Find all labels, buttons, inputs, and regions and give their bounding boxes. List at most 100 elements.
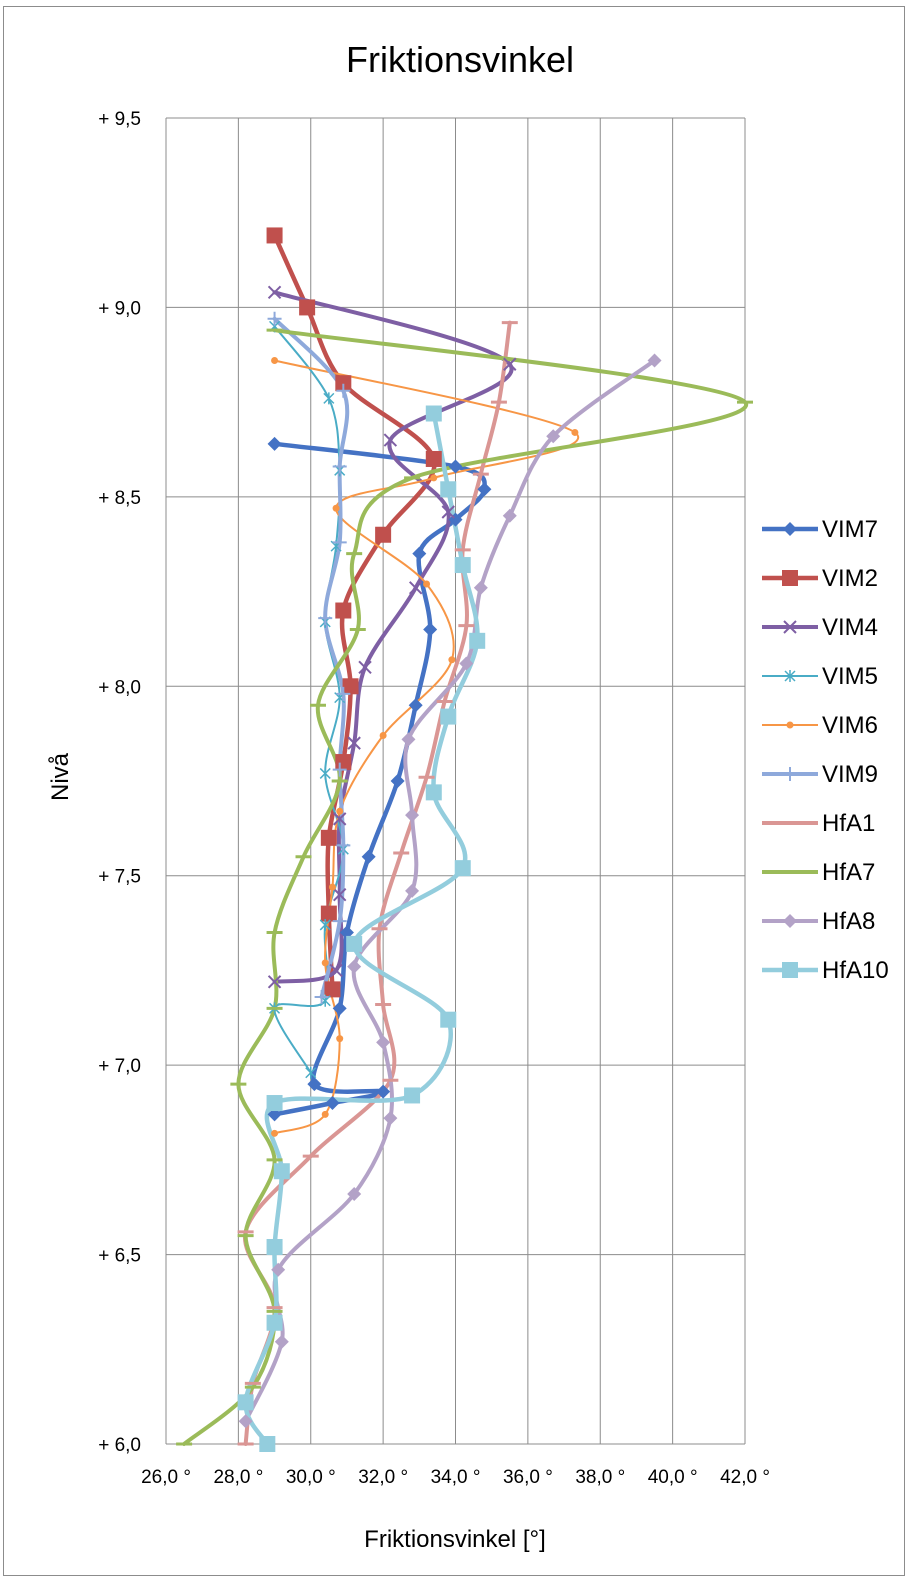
series-line-hfa10 xyxy=(243,411,480,1447)
data-point-hfa10 xyxy=(469,632,486,649)
series-line-vim2 xyxy=(272,233,437,992)
legend-item-vim5: VIM5 xyxy=(762,663,878,690)
data-point-vim7 xyxy=(408,698,423,713)
data-point-vim9 xyxy=(332,762,347,777)
data-point-hfa8 xyxy=(546,429,561,444)
x-tick-label: 32,0 ° xyxy=(358,1467,408,1488)
data-point-vim5 xyxy=(319,767,331,780)
data-point-hfa8 xyxy=(647,353,662,368)
data-point-vim9 xyxy=(336,686,351,701)
y-tick-label: + 9,5 xyxy=(98,109,141,130)
x-axis-label: Friktionsvinkel [°] xyxy=(364,1526,546,1553)
data-point-vim6 xyxy=(271,356,279,364)
y-tick-label: + 9,0 xyxy=(98,298,141,319)
data-point-hfa10 xyxy=(237,1394,254,1411)
data-point-vim4 xyxy=(441,505,455,519)
data-point-vim6 xyxy=(430,474,438,482)
legend-item-vim7: VIM7 xyxy=(762,516,878,543)
series-line-vim9 xyxy=(272,316,350,999)
data-point-vim2 xyxy=(324,981,341,998)
data-point-vim6 xyxy=(571,428,579,436)
data-point-vim9 xyxy=(332,535,347,550)
legend-label-vim9: VIM9 xyxy=(822,761,878,788)
y-tick-label: + 7,0 xyxy=(98,1056,141,1077)
y-tick-label: + 6,5 xyxy=(98,1246,141,1267)
data-point-hfa8 xyxy=(473,580,488,595)
data-point-vim6 xyxy=(448,656,456,664)
data-point-vim5 xyxy=(319,918,331,931)
data-point-vim4 xyxy=(347,736,361,750)
data-point-vim2 xyxy=(425,450,442,467)
y-tick-label: + 6,0 xyxy=(98,1435,141,1456)
data-point-hfa10 xyxy=(425,784,442,801)
data-point-vim2 xyxy=(342,678,359,695)
legend-label-vim5: VIM5 xyxy=(822,663,878,690)
y-tick-label: + 8,0 xyxy=(98,677,141,698)
legend-marker-vim7 xyxy=(783,522,797,536)
legend-marker-vim9 xyxy=(783,767,797,781)
data-point-vim7 xyxy=(448,459,463,474)
data-point-vim6 xyxy=(271,1129,279,1137)
y-axis-label: Nivå xyxy=(47,752,74,801)
data-point-vim2 xyxy=(335,754,352,771)
data-point-hfa10 xyxy=(440,708,457,725)
x-tick-label: 26,0 ° xyxy=(141,1467,191,1488)
data-point-vim7 xyxy=(423,622,438,637)
data-point-hfa10 xyxy=(273,1163,290,1180)
data-point-vim7 xyxy=(325,1096,340,1111)
data-point-vim2 xyxy=(335,602,352,619)
data-point-vim9 xyxy=(332,459,347,474)
data-point-vim6 xyxy=(336,1035,344,1043)
data-point-vim6 xyxy=(328,883,336,891)
data-point-vim9 xyxy=(318,611,333,626)
data-point-vim4 xyxy=(332,887,347,902)
legend-item-hfa10: HfA10 xyxy=(762,957,889,984)
data-point-vim6 xyxy=(379,732,387,740)
data-point-hfa8 xyxy=(347,959,362,974)
data-point-hfa8 xyxy=(459,656,474,671)
chart-title: Friktionsvinkel xyxy=(346,39,574,80)
data-point-vim7 xyxy=(361,849,376,864)
data-point-vim4 xyxy=(503,357,517,371)
legend-item-vim2: VIM2 xyxy=(762,565,878,592)
data-point-hfa8 xyxy=(347,1186,362,1201)
legend-marker-vim2 xyxy=(782,570,798,586)
data-point-vim4 xyxy=(267,285,282,299)
data-point-vim2 xyxy=(335,375,352,392)
legend-item-hfa1: HfA1 xyxy=(762,810,875,837)
data-point-vim2 xyxy=(375,526,392,543)
legend-item-hfa7: HfA7 xyxy=(762,859,875,886)
data-point-hfa10 xyxy=(266,1238,283,1255)
legend-label-vim6: VIM6 xyxy=(822,712,878,739)
data-point-vim5 xyxy=(323,392,335,405)
data-point-vim7 xyxy=(307,1077,322,1092)
data-point-vim7 xyxy=(477,482,492,497)
legend-item-vim9: VIM9 xyxy=(762,761,878,788)
x-tick-label: 30,0 ° xyxy=(286,1467,336,1488)
data-point-vim9 xyxy=(336,383,351,398)
x-tick-label: 28,0 ° xyxy=(213,1467,263,1488)
legend-label-hfa8: HfA8 xyxy=(822,908,875,935)
data-point-vim2 xyxy=(320,829,337,846)
data-point-vim5 xyxy=(305,1066,317,1079)
x-axis-tick-labels: 26,0 ° 28,0 ° 30,0 ° 32,0 ° 34,0 ° 36,0 ° 38,0… xyxy=(141,1467,770,1488)
data-point-vim9 xyxy=(332,914,347,929)
legend-item-vim6: VIM6 xyxy=(762,712,878,739)
data-point-vim4 xyxy=(383,433,398,447)
data-point-vim4 xyxy=(329,963,343,978)
data-point-hfa10 xyxy=(440,481,457,498)
legend-label-vim4: VIM4 xyxy=(822,614,878,641)
legend-label-hfa10: HfA10 xyxy=(822,957,889,984)
data-point-vim7 xyxy=(412,546,427,561)
legend: VIM7 VIM2 VIM4 VIM5 VIM6 VIM9 HfA1 HfA7 HfA8 HfA1… xyxy=(762,516,889,984)
legend-label-hfa1: HfA1 xyxy=(822,810,875,837)
x-tick-label: 42,0 ° xyxy=(720,1467,770,1488)
data-point-vim4 xyxy=(332,812,347,826)
x-tick-label: 38,0 ° xyxy=(575,1467,625,1488)
data-point-vim9 xyxy=(336,838,351,853)
data-point-vim2 xyxy=(320,905,337,922)
data-point-vim9 xyxy=(267,311,282,326)
data-point-hfa10 xyxy=(454,557,471,574)
data-point-hfa10 xyxy=(454,860,471,877)
